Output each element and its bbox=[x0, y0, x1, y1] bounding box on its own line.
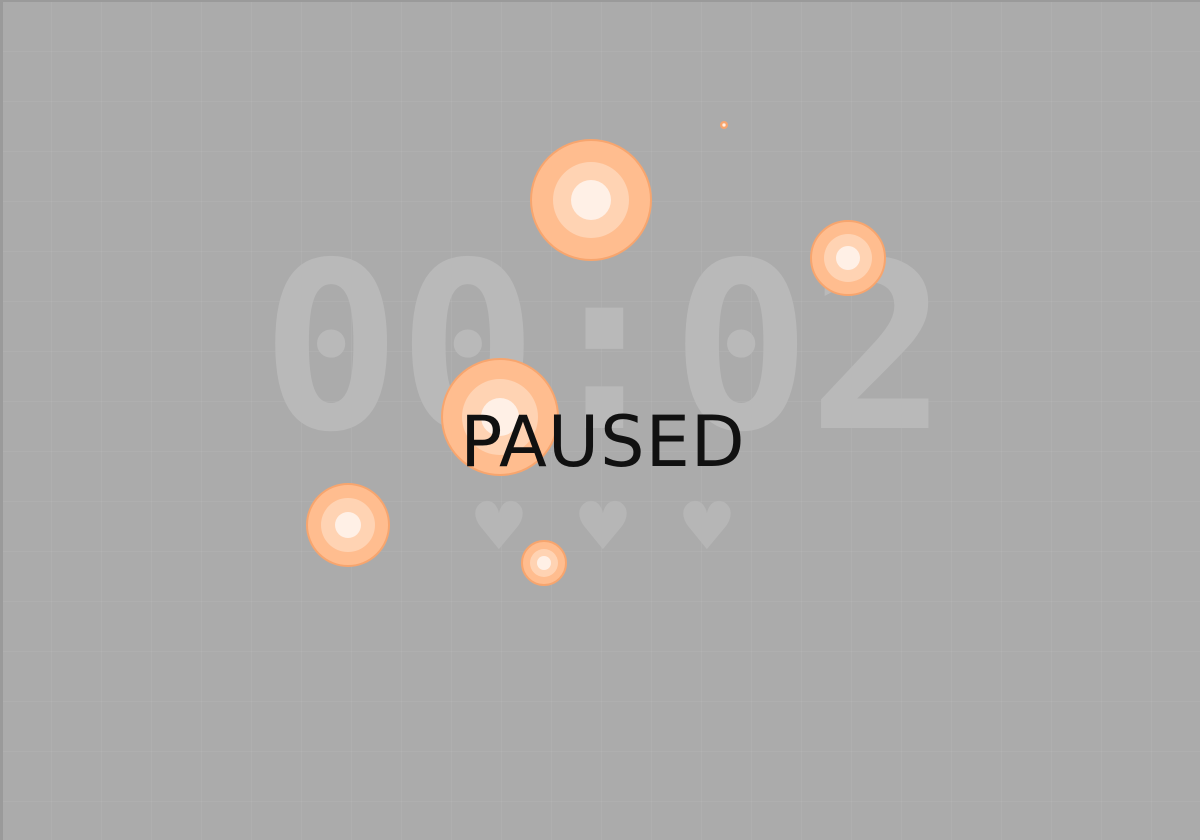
orb-icon bbox=[521, 540, 567, 586]
orb-icon bbox=[810, 220, 886, 296]
paused-overlay-text: PAUSED bbox=[460, 401, 746, 483]
orb-icon bbox=[530, 139, 652, 261]
orb-icon bbox=[720, 121, 728, 129]
heart-icon: ♥ bbox=[677, 488, 737, 565]
orb-icon bbox=[306, 483, 390, 567]
heart-icon: ♥ bbox=[469, 488, 529, 565]
orb-layer bbox=[306, 121, 886, 586]
orb-icon bbox=[441, 358, 559, 476]
heart-icon: ♥ bbox=[573, 488, 633, 565]
lives-indicator: ♥ ♥ ♥ bbox=[3, 494, 1200, 560]
